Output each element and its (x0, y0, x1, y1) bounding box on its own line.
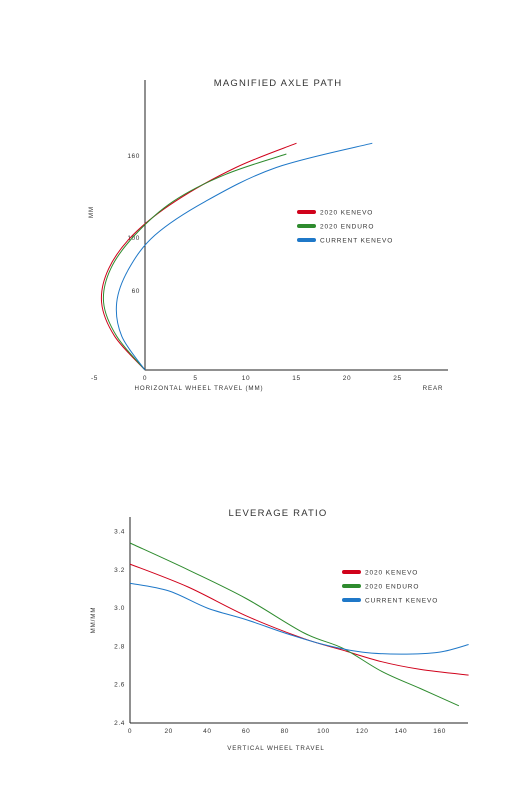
x-tick-label: -5 (91, 375, 98, 382)
series-line-2 (102, 153, 287, 371)
x-axis-label: HORIZONTAL WHEEL TRAVEL (MM) (134, 385, 263, 392)
axle-path-chart: MAGNIFIED AXLE PATH -5 0 5 10 15 20 25 60 100 160 H… (88, 78, 448, 392)
x-tick-label: 80 (281, 728, 289, 735)
x-tick-label: 5 (193, 375, 197, 382)
x-tick-label: 0 (143, 375, 147, 382)
y-tick-label: 3.4 (114, 529, 125, 536)
series-line-2 (129, 542, 460, 707)
series-line-3 (115, 142, 373, 371)
series-line-3 (129, 582, 469, 655)
x-tick-label: 40 (203, 728, 211, 735)
y-tick-label: 3.0 (114, 605, 125, 612)
x-tick-label: 20 (343, 375, 351, 382)
y-tick-label: 60 (132, 288, 140, 295)
legend-label: 2020 ENDURO (365, 584, 419, 591)
x-tick-label: 120 (356, 728, 369, 735)
series-line-1 (129, 563, 469, 676)
legend-label: 2020 ENDURO (320, 224, 374, 231)
y-axis-label: MM (88, 206, 95, 218)
series-line-1 (100, 142, 297, 371)
legend-label: CURRENT KENEVO (365, 598, 438, 605)
y-tick-label: 100 (127, 235, 140, 242)
legend-label: 2020 KENEVO (320, 210, 373, 217)
x-tick-label: 100 (317, 728, 330, 735)
x-tick-label: 0 (128, 728, 132, 735)
x-tick-label: 25 (393, 375, 401, 382)
x-tick-label: 140 (395, 728, 408, 735)
legend-label: 2020 KENEVO (365, 570, 418, 577)
x-tick-label: 160 (433, 728, 446, 735)
legend-label: CURRENT KENEVO (320, 238, 393, 245)
x-tick-label: 15 (292, 375, 300, 382)
x-tick-label: 60 (242, 728, 250, 735)
x-tick-label: 10 (242, 375, 250, 382)
x-tick-label: 20 (164, 728, 172, 735)
chart-title: MAGNIFIED AXLE PATH (214, 78, 343, 89)
x-axis-right-label: REAR (423, 385, 444, 392)
y-axis-label: MM/MM (90, 607, 97, 634)
y-tick-label: 2.8 (114, 643, 125, 650)
leverage-ratio-chart: LEVERAGE RATIO 0 20 40 60 80 100 120 140 160 2.4 2.… (90, 508, 469, 752)
chart-title: LEVERAGE RATIO (229, 508, 328, 519)
y-tick-label: 2.6 (114, 682, 125, 689)
x-axis-label: VERTICAL WHEEL TRAVEL (227, 745, 325, 752)
y-tick-label: 3.2 (114, 567, 125, 574)
y-tick-label: 2.4 (114, 720, 125, 727)
y-tick-label: 160 (127, 153, 140, 160)
